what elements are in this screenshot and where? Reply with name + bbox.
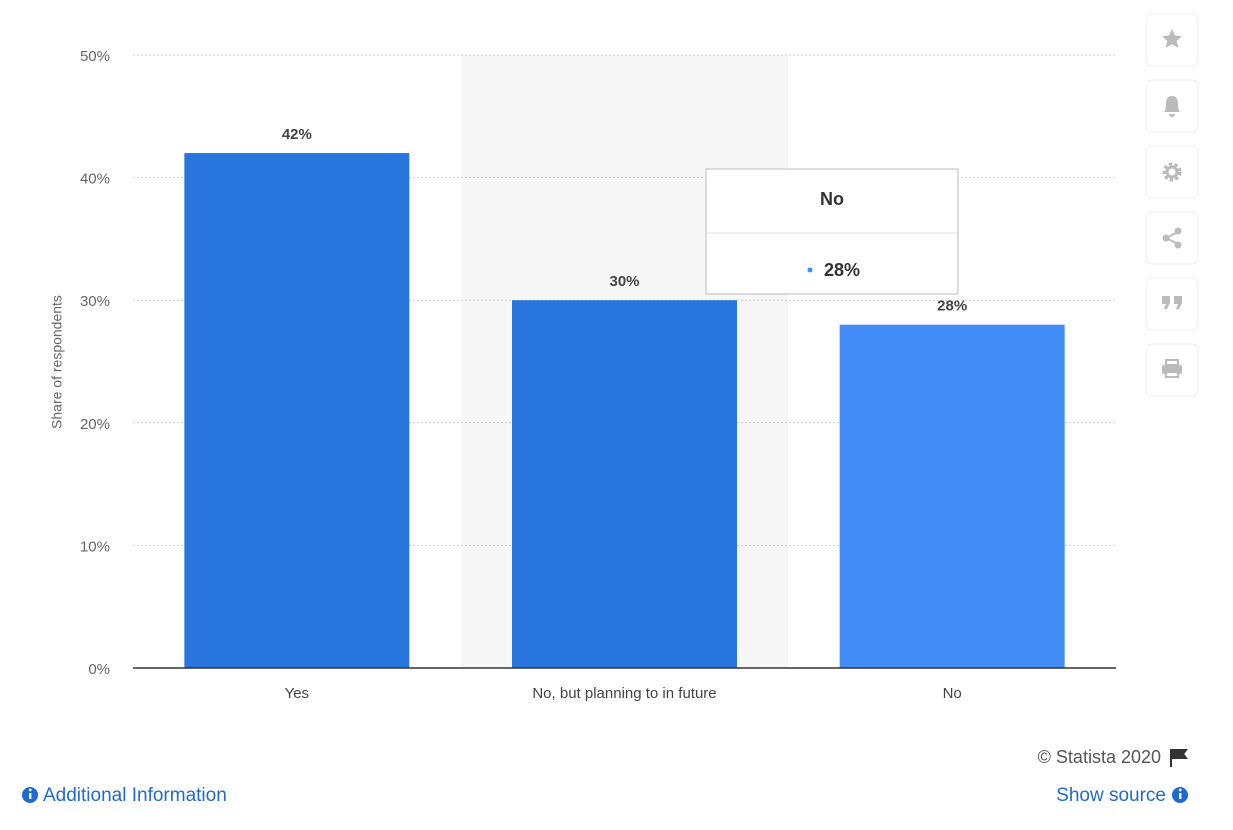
flag-icon[interactable] — [1170, 749, 1188, 767]
y-tick-label: 0% — [88, 661, 110, 678]
tooltip: No 28% — [705, 168, 959, 295]
tooltip-dot — [807, 267, 813, 273]
bar — [184, 153, 410, 668]
favorite-button[interactable] — [1145, 13, 1199, 67]
tooltip-title: No — [820, 189, 844, 209]
y-axis-label: Share of respondents — [49, 295, 65, 429]
y-tick-label: 30% — [80, 293, 110, 310]
value-label: 28% — [937, 298, 967, 315]
additional-info-link[interactable]: Additional Information — [22, 785, 227, 806]
toolbar — [1145, 13, 1199, 397]
tooltip-value: 28% — [824, 260, 860, 280]
value-label: 42% — [282, 126, 312, 143]
print-button[interactable] — [1145, 343, 1199, 397]
share-button[interactable] — [1145, 211, 1199, 265]
x-tick-label: No, but planning to in future — [532, 685, 716, 702]
copyright: © Statista 2020 — [1038, 747, 1161, 767]
y-tick-label: 50% — [80, 48, 110, 65]
y-tick-label: 10% — [80, 538, 110, 555]
settings-button[interactable] — [1145, 145, 1199, 199]
cite-button[interactable] — [1145, 277, 1199, 331]
additional-info[interactable]: Additional Information — [43, 785, 227, 806]
y-tick-label: 20% — [80, 416, 110, 433]
bar — [512, 300, 737, 668]
x-tick-label: Yes — [285, 685, 309, 702]
y-tick-label: 40% — [80, 171, 110, 188]
x-tick-label: No — [943, 685, 962, 702]
show-source[interactable]: Show source — [1056, 785, 1166, 806]
alert-button[interactable] — [1145, 79, 1199, 133]
show-source-link[interactable]: Show source — [1056, 785, 1188, 806]
value-label: 30% — [609, 273, 639, 290]
bar — [839, 324, 1065, 668]
tooltip-box — [705, 168, 959, 295]
